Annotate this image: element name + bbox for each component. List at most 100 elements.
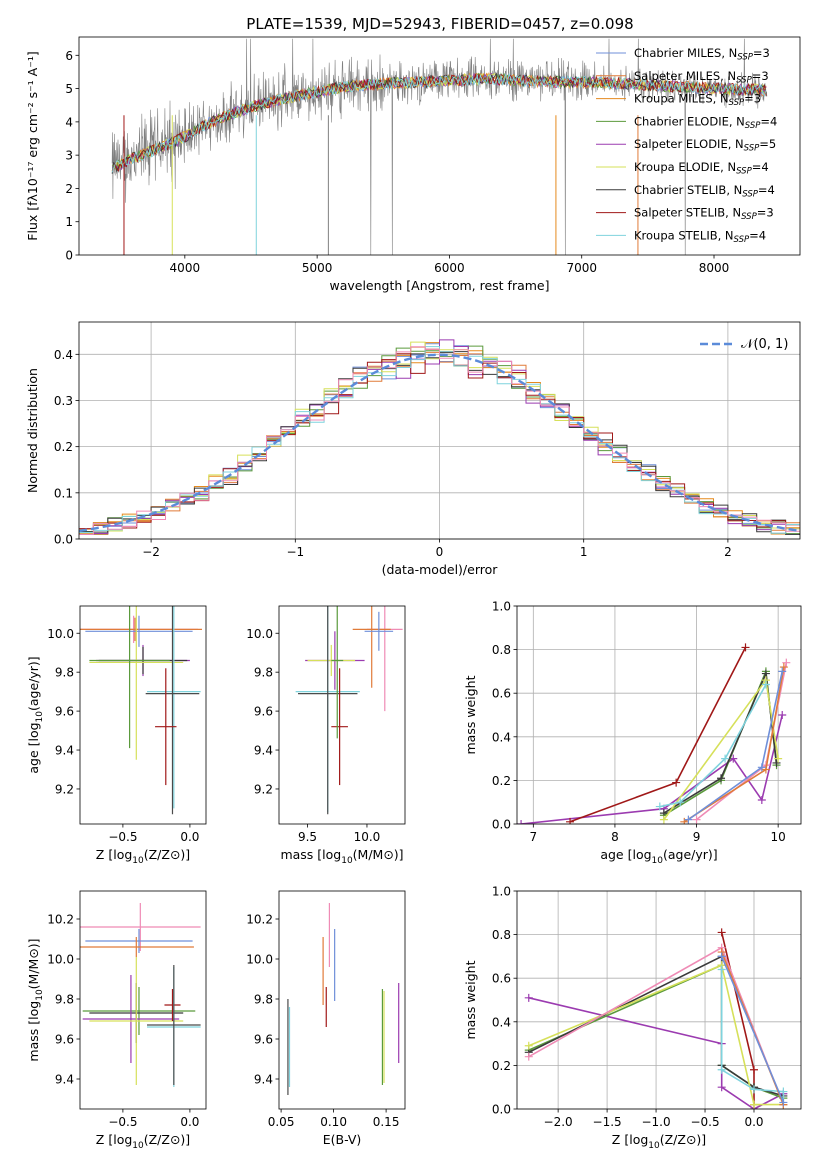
y-tick-label: 10.0 <box>47 627 74 641</box>
plot-area <box>80 903 201 1087</box>
y-axis-label: mass weight <box>463 675 478 754</box>
y-tick-label: 0.4 <box>54 348 73 362</box>
y-tick-label: 0.6 <box>492 687 511 701</box>
gaussian-curve <box>79 353 798 533</box>
y-tick-label: 9.4 <box>254 744 273 758</box>
legend-label: Salpeter MILES, NSSP=3 <box>634 69 769 86</box>
x-tick-label: 6000 <box>434 261 465 275</box>
x-tick-label: −2.0 <box>544 1115 573 1129</box>
legend-label: Chabrier ELODIE, NSSP=4 <box>634 114 777 130</box>
gaussian-legend-label: 𝒩(0, 1) <box>741 337 788 352</box>
weight-marker <box>782 658 791 667</box>
weight-marker <box>566 817 575 824</box>
weight-marker <box>779 1087 788 1096</box>
axes-frame <box>278 890 406 1110</box>
x-tick-label: 0 <box>436 545 444 559</box>
weight-marker <box>672 778 681 787</box>
x-tick-label: −0.5 <box>690 1115 719 1129</box>
x-tick-label: −2 <box>142 545 160 559</box>
y-tick-label: 9.4 <box>254 1073 273 1087</box>
x-axis-label: age [log10(age/yr)] <box>600 847 717 866</box>
y-tick-label: 9.4 <box>55 744 74 758</box>
legend-label: Kroupa ELODIE, NSSP=4 <box>634 160 769 177</box>
weight-marker <box>774 754 783 763</box>
x-tick-label: 8000 <box>699 261 730 275</box>
weight-marker <box>524 1041 533 1050</box>
weight-marker <box>676 798 685 807</box>
plot-area <box>79 339 800 535</box>
y-tick-label: 0.8 <box>492 928 511 942</box>
residual-histogram-9 <box>79 346 800 535</box>
legend-label: Chabrier STELIB, NSSP=4 <box>634 183 775 200</box>
y-tick-label: 10.0 <box>47 953 74 967</box>
y-tick-label: 0.2 <box>492 774 511 788</box>
y-tick-label: 3 <box>65 149 73 163</box>
plot-area <box>524 928 788 1109</box>
weight-marker <box>717 1083 726 1092</box>
y-tick-label: 9.4 <box>55 1073 74 1087</box>
mass-weight-vs-metallicity-panel: −2.0 −1.5 −1.0 −0.5 0.0 0.0 0.2 0.4 0.6 0.8 1.0 Z [… <box>463 885 802 1151</box>
y-axis-label: mass weight <box>463 960 478 1039</box>
x-tick-label: 0.0 <box>180 830 199 844</box>
legend-label: Kroupa STELIB, NSSP=4 <box>634 228 766 245</box>
plot-area <box>111 38 768 255</box>
y-axis-label: age [log10(age/yr)] <box>26 656 45 773</box>
y-tick-label: 0.0 <box>492 1103 511 1117</box>
axes-frame <box>79 890 207 1110</box>
y-axis-label: Normed distribution <box>25 368 40 493</box>
plot-area <box>287 903 400 1095</box>
y-tick-label: 5 <box>65 82 73 96</box>
y-tick-label: 0 <box>65 249 73 263</box>
weight-series-5 <box>659 684 767 808</box>
weight-marker <box>749 1085 758 1094</box>
y-tick-label: 9.6 <box>55 705 74 719</box>
figure-title: PLATE=1539, MJD=52943, FIBERID=0457, z=0… <box>246 15 633 33</box>
weight-series-8 <box>720 956 785 1103</box>
mass-weight-vs-age-panel: 7 8 9 10 0.0 0.2 0.4 0.6 0.8 1.0 age [log10(age/yr… <box>463 600 802 866</box>
x-axis-label: (data-model)/error <box>382 562 499 577</box>
y-tick-label: 0.0 <box>54 533 73 547</box>
y-tick-label: 1.0 <box>492 885 511 899</box>
y-tick-label: 1 <box>65 215 73 229</box>
model-spectrum-7 <box>111 72 767 172</box>
model-spectrum-8 <box>111 72 767 173</box>
x-tick-label: 10.0 <box>354 830 381 844</box>
age-vs-mass-panel: 9.5 10.0 9.2 9.4 9.6 9.8 10.0 mass [log10(M/M⊙)… <box>246 605 406 866</box>
x-tick-label: 10 <box>771 830 786 844</box>
weight-marker <box>684 815 693 824</box>
x-tick-label: 4000 <box>170 261 201 275</box>
axes-frame <box>78 36 801 256</box>
weight-marker <box>717 965 726 974</box>
y-tick-label: 9.6 <box>254 1033 273 1047</box>
weight-marker <box>761 765 770 774</box>
weight-marker <box>680 817 689 824</box>
weight-marker <box>524 993 533 1002</box>
y-tick-label: 10.2 <box>246 913 273 927</box>
plot-area <box>80 606 202 815</box>
y-tick-label: 9.8 <box>55 666 74 680</box>
y-tick-label: 0.6 <box>492 972 511 986</box>
age-vs-metallicity-panel: −0.5 0.0 9.2 9.4 9.6 9.8 10.0 Z [log10(Z/Z⊙)] ag… <box>26 605 207 866</box>
weight-marker <box>779 663 788 672</box>
x-axis-label: Z [log10(Z/Z⊙)] <box>96 847 190 866</box>
weight-marker <box>721 754 730 763</box>
y-tick-label: 4 <box>65 115 73 129</box>
x-tick-label: 1 <box>580 545 588 559</box>
y-tick-label: 0.4 <box>492 1015 511 1029</box>
x-tick-label: 5000 <box>302 261 333 275</box>
x-tick-label: −1.0 <box>641 1115 670 1129</box>
y-tick-label: 1.0 <box>492 600 511 614</box>
weight-series-4 <box>528 963 784 1106</box>
weight-marker <box>655 802 664 811</box>
x-tick-label: 0.15 <box>373 1115 400 1129</box>
weight-marker <box>692 815 701 824</box>
x-tick-label: 2 <box>724 545 732 559</box>
y-axis-label: Flux [fλ10⁻¹⁷ erg cm⁻² s⁻¹ A⁻¹] <box>25 51 40 240</box>
y-tick-label: 2 <box>65 182 73 196</box>
x-tick-label: 7000 <box>566 261 597 275</box>
axes-frame <box>516 890 802 1110</box>
weight-marker <box>517 820 526 824</box>
weight-marker <box>761 680 770 689</box>
legend-label: Kroupa MILES, NSSP=3 <box>634 92 761 109</box>
